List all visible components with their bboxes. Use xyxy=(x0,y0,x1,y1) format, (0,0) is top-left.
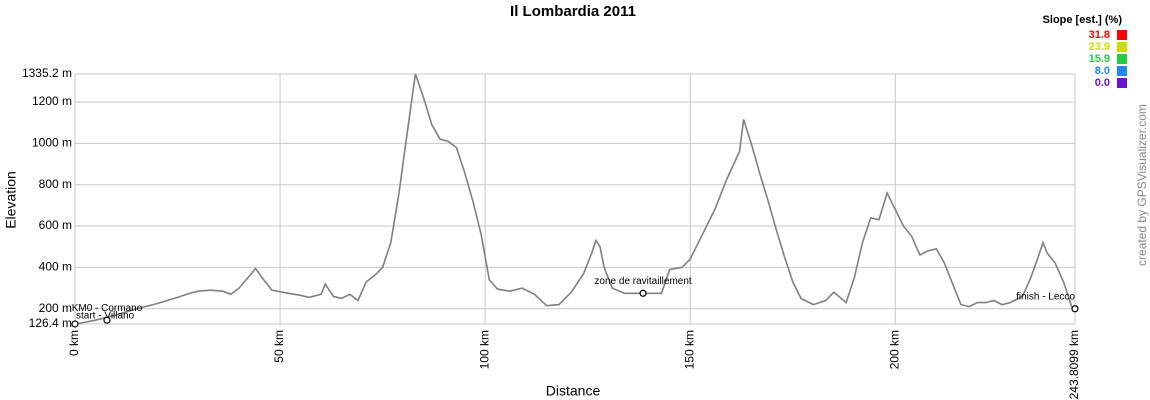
waypoint-label: KM0 - Cormano xyxy=(72,303,143,314)
y-tick-label: 400 m xyxy=(39,260,72,274)
chart-title: Il Lombardia 2011 xyxy=(510,3,636,20)
waypoint-label: finish - Lecco xyxy=(1016,291,1075,302)
y-tick-label: 126.4 m xyxy=(29,316,72,330)
y-axis-label: Elevation xyxy=(3,171,19,229)
legend-label: 8.0 xyxy=(1095,65,1110,77)
y-tick-label: 1000 m xyxy=(32,135,72,149)
legend-swatch xyxy=(1117,66,1127,76)
legend-label: 31.8 xyxy=(1089,29,1110,41)
legend-swatch xyxy=(1117,30,1127,40)
x-tick-label: 50 km xyxy=(272,330,286,363)
waypoint xyxy=(1071,305,1079,313)
x-tick-label: 200 km xyxy=(887,330,901,369)
y-tick-label: 200 m xyxy=(39,301,72,315)
waypoint xyxy=(103,316,111,324)
legend-swatch xyxy=(1117,78,1127,88)
waypoint-label: start - Villano xyxy=(76,311,135,322)
elevation-line xyxy=(74,73,1076,325)
legend-title: Slope [est.] (%) xyxy=(1043,14,1123,26)
legend-label: 0.0 xyxy=(1095,77,1110,89)
waypoint xyxy=(639,289,647,297)
credit: created by GPSVisualizer.com xyxy=(1135,104,1149,266)
legend-swatch xyxy=(1117,54,1127,64)
x-tick-label: 243.8099 km xyxy=(1067,330,1081,399)
y-tick-label: 1335.2 m xyxy=(22,66,72,80)
y-tick-label: 800 m xyxy=(39,177,72,191)
legend-swatch xyxy=(1117,42,1127,52)
y-tick-label: 1200 m xyxy=(32,94,72,108)
x-axis-label: Distance xyxy=(546,383,601,399)
waypoint xyxy=(71,320,79,328)
waypoint-label: zone de ravitaillement xyxy=(594,276,691,287)
x-tick-label: 150 km xyxy=(682,330,696,369)
x-tick-label: 100 km xyxy=(477,330,491,369)
legend-label: 15.9 xyxy=(1089,53,1110,65)
x-tick-label: 0 km xyxy=(67,330,81,356)
y-tick-label: 600 m xyxy=(39,218,72,232)
legend-label: 23.9 xyxy=(1089,41,1110,53)
